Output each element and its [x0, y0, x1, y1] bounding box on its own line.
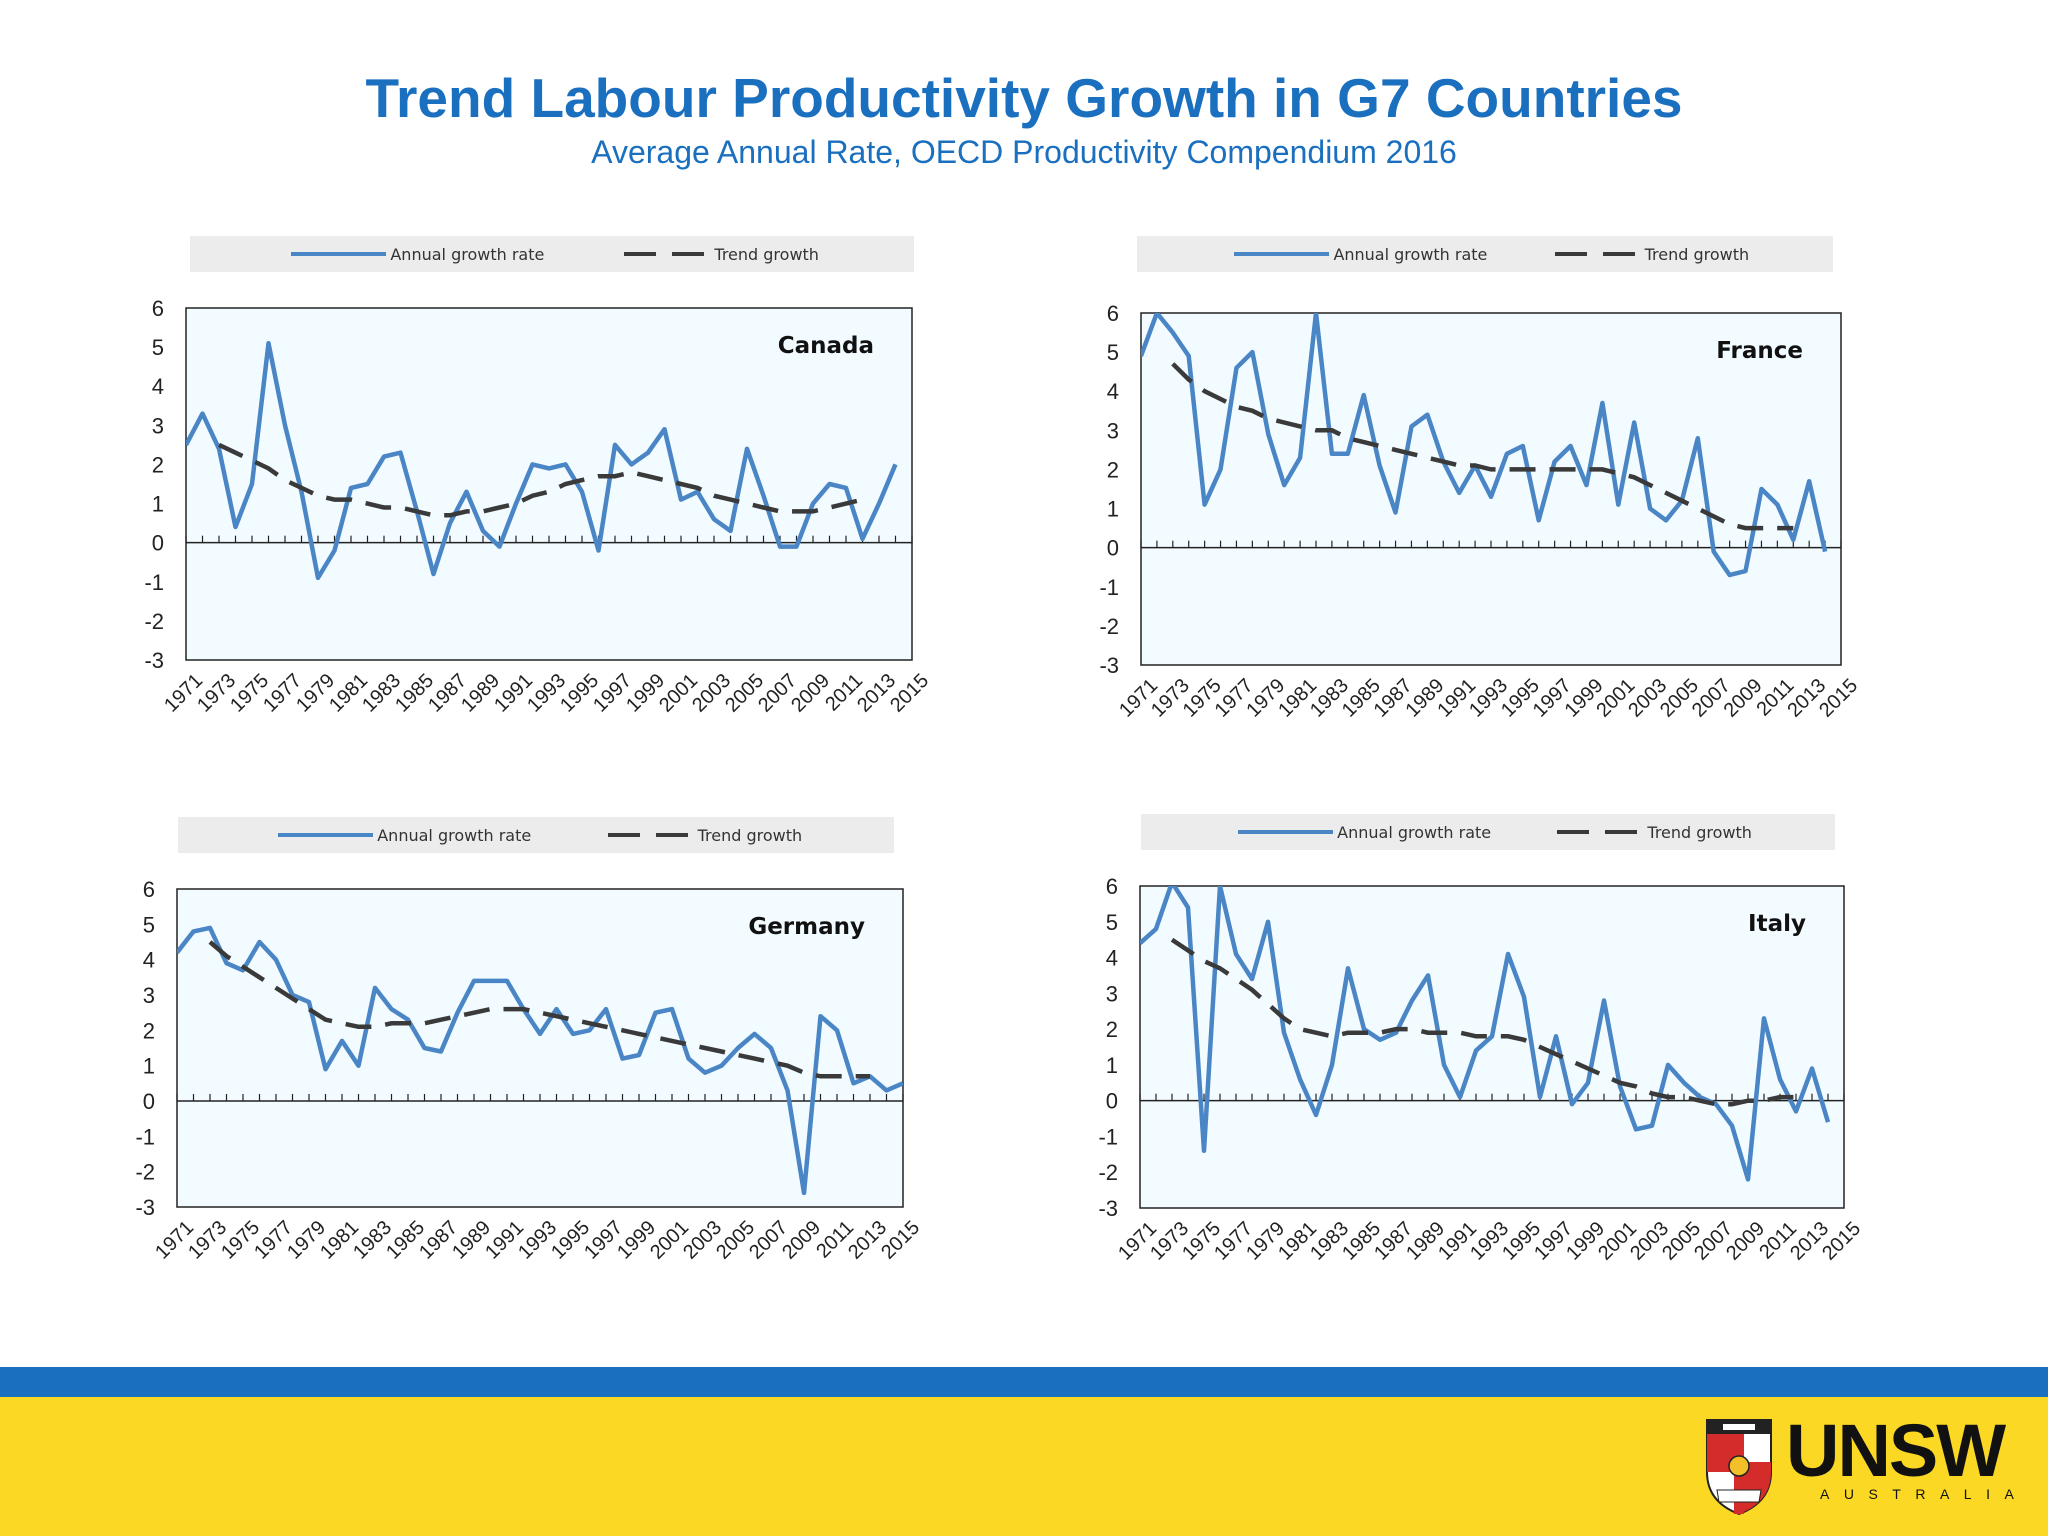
- y-tick-label: -2: [1099, 614, 1119, 639]
- y-tick-label: 5: [143, 912, 155, 937]
- legend-item-annual: Annual growth rate: [1234, 236, 1487, 272]
- country-label: France: [1716, 338, 1803, 364]
- line-chart: 6543210-1-2-3197119731975197719791981198…: [135, 877, 924, 1264]
- legend-item-trend: Trend growth: [607, 817, 803, 853]
- y-tick-label: 3: [1106, 981, 1118, 1006]
- y-tick-label: 5: [152, 335, 164, 360]
- y-tick-label: 0: [143, 1089, 155, 1114]
- y-tick-label: 0: [1107, 536, 1119, 561]
- y-tick-label: 1: [1106, 1053, 1118, 1078]
- plot-area: [1139, 885, 1845, 1209]
- legend-dashed-line-icon: [1554, 252, 1635, 256]
- series-line-annual-growth: [186, 340, 898, 581]
- legend-item-trend: Trend growth: [624, 236, 819, 272]
- legend-dashed-line-icon: [624, 252, 705, 256]
- series-line-trend-growth: [1171, 362, 1794, 531]
- legend-label: Trend growth: [1647, 822, 1752, 842]
- y-tick-label: 1: [152, 492, 164, 517]
- legend-item-trend: Trend growth: [1554, 236, 1750, 272]
- legend-item-annual: Annual growth rate: [278, 817, 531, 853]
- legend-label: Trend growth: [1644, 244, 1750, 264]
- y-tick-label: -3: [1098, 1196, 1118, 1221]
- series-line-annual-growth: [1141, 313, 1828, 578]
- series-line-trend-growth: [208, 940, 870, 1079]
- legend-dashed-line-icon: [607, 833, 688, 837]
- y-tick-label: -1: [1098, 1124, 1118, 1149]
- y-tick-label: 5: [1106, 910, 1118, 935]
- series-line-trend-growth: [1170, 937, 1796, 1107]
- unsw-crest-icon: [1706, 1419, 1772, 1516]
- unsw-wordmark: UNSW: [1786, 1409, 2006, 1492]
- legend-item-annual: Annual growth rate: [291, 236, 544, 272]
- legend-label: Annual growth rate: [390, 244, 545, 264]
- legend-solid-line-icon: [278, 833, 374, 837]
- y-tick-label: -3: [144, 648, 164, 673]
- legend-label: Annual growth rate: [1337, 822, 1492, 842]
- y-tick-label: 5: [1107, 340, 1119, 365]
- y-tick-label: -2: [135, 1160, 155, 1185]
- y-tick-label: 1: [1107, 497, 1119, 522]
- country-label: Germany: [748, 914, 865, 940]
- legend-solid-line-icon: [1234, 252, 1330, 256]
- y-tick-label: 6: [1107, 301, 1119, 326]
- y-tick-label: 4: [152, 374, 164, 399]
- y-tick-label: -1: [1099, 575, 1119, 600]
- legend-item-trend: Trend growth: [1557, 814, 1752, 850]
- page-subtitle: Average Annual Rate, OECD Productivity C…: [591, 134, 1457, 170]
- unsw-logo: UNSW AUSTRALIA: [1703, 1409, 2014, 1525]
- y-tick-label: 0: [152, 531, 164, 556]
- y-tick-label: 6: [152, 296, 164, 321]
- legend-item-annual: Annual growth rate: [1238, 814, 1491, 850]
- line-chart: 6543210-1-2-3197119731975197719791981198…: [1098, 874, 1865, 1265]
- y-tick-label: -2: [1098, 1160, 1118, 1185]
- legend-label: Annual growth rate: [377, 825, 532, 845]
- x-tick-label: 2015: [1818, 1218, 1865, 1265]
- legend-label: Trend growth: [697, 825, 803, 845]
- y-tick-label: 3: [1107, 418, 1119, 443]
- chart-legend: Annual growth rate Trend growth: [1137, 236, 1833, 272]
- y-tick-label: 0: [1106, 1089, 1118, 1114]
- country-label: Canada: [778, 333, 874, 359]
- legend-label: Trend growth: [714, 244, 819, 264]
- y-tick-label: 2: [152, 452, 164, 477]
- chart-legend: Annual growth rate Trend growth: [178, 817, 894, 853]
- legend-solid-line-icon: [291, 252, 387, 256]
- y-tick-label: 3: [143, 983, 155, 1008]
- y-tick-label: -1: [135, 1124, 155, 1149]
- plot-area: [185, 307, 913, 661]
- y-tick-label: -1: [144, 570, 164, 595]
- series-line-annual-growth: [177, 925, 903, 1196]
- line-chart: 6543210-1-2-3197119731975197719791981198…: [1099, 301, 1862, 722]
- legend-solid-line-icon: [1238, 830, 1334, 834]
- chart-legend: Annual growth rate Trend growth: [190, 236, 914, 272]
- country-label: Italy: [1748, 911, 1806, 937]
- y-tick-label: -3: [135, 1195, 155, 1220]
- legend-label: Annual growth rate: [1333, 244, 1488, 264]
- y-tick-label: -2: [144, 609, 164, 634]
- plot-area: [176, 888, 904, 1208]
- page-title: Trend Labour Productivity Growth in G7 C…: [365, 67, 1683, 129]
- series-line-trend-growth: [218, 442, 864, 518]
- y-tick-label: 6: [1106, 874, 1118, 899]
- y-tick-label: 2: [1106, 1017, 1118, 1042]
- y-tick-label: 4: [143, 948, 155, 973]
- legend-dashed-line-icon: [1557, 830, 1638, 834]
- unsw-tagline: AUSTRALIA: [1820, 1486, 2029, 1502]
- y-tick-label: -3: [1099, 653, 1119, 678]
- chart-legend: Annual growth rate Trend growth: [1141, 814, 1835, 850]
- y-tick-label: 2: [143, 1018, 155, 1043]
- y-tick-label: 6: [143, 877, 155, 902]
- footer-blue-band: [0, 1367, 2048, 1397]
- y-tick-label: 1: [143, 1054, 155, 1079]
- y-tick-label: 2: [1107, 457, 1119, 482]
- y-tick-label: 4: [1106, 946, 1118, 971]
- y-tick-label: 3: [152, 413, 164, 438]
- y-tick-label: 4: [1107, 379, 1119, 404]
- line-chart: 6543210-1-2-3197119731975197719791981198…: [144, 296, 933, 717]
